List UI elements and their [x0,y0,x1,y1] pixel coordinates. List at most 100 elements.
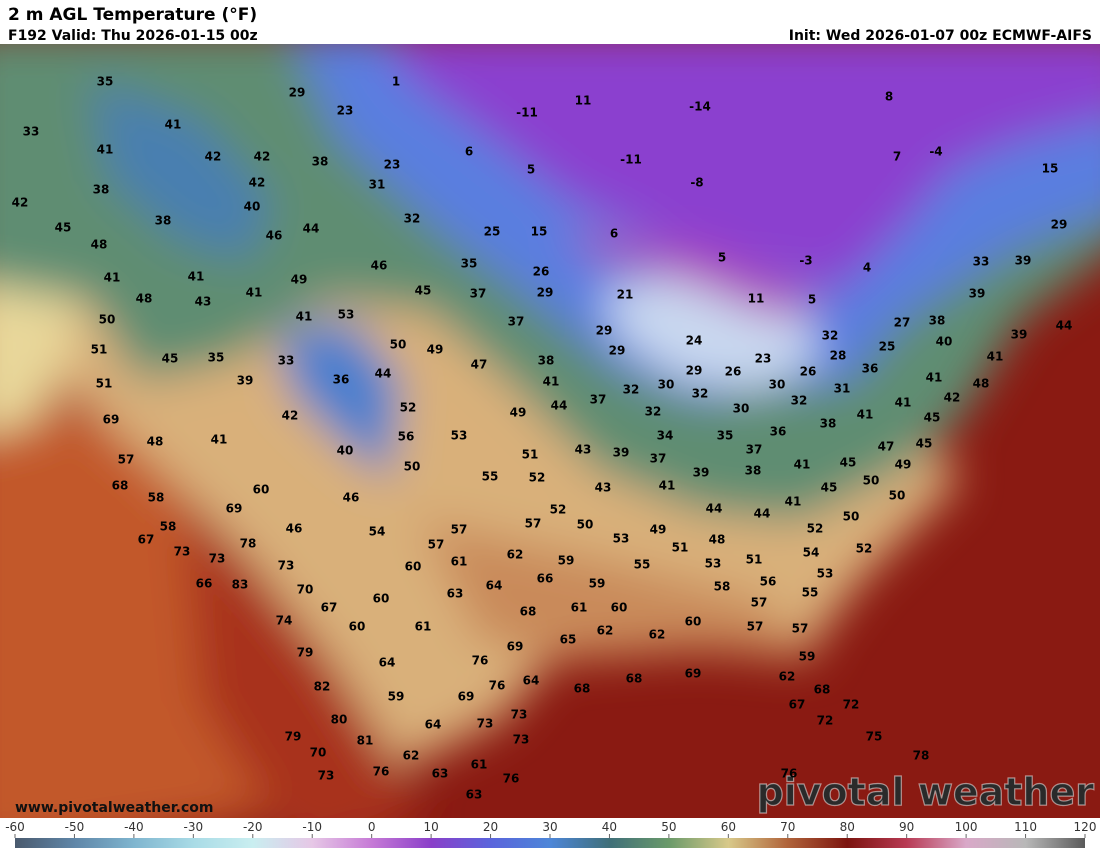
temperature-label: 46 [371,259,388,273]
temperature-label: 51 [96,377,113,391]
temperature-label: 39 [693,466,710,480]
temperature-label: 62 [649,628,666,642]
temperature-label: 51 [91,343,108,357]
temperature-label: 25 [484,225,501,239]
temperature-label: 41 [165,118,182,132]
temperature-label: 81 [357,734,374,748]
temperature-label: 66 [196,577,213,591]
temperature-label: 52 [400,401,417,415]
temperature-label: 6 [610,227,618,241]
temperature-label: 45 [916,437,933,451]
temperature-label: 83 [232,578,249,592]
temperature-label: 62 [403,749,420,763]
temperature-label: 32 [404,212,421,226]
temperature-label: 50 [577,518,594,532]
temperature-label: 69 [226,502,243,516]
temperature-label: 38 [820,417,837,431]
colorbar-tick-label: 50 [661,820,676,834]
temperature-label: 78 [240,537,257,551]
temperature-label: 39 [969,287,986,301]
colorbar-tick-label: 40 [602,820,617,834]
temperature-label: 29 [1051,218,1068,232]
colorbar-tick-label: 0 [368,820,376,834]
temperature-label: 59 [558,554,575,568]
temperature-label: 49 [291,273,308,287]
temperature-label: 54 [369,525,386,539]
temperature-label: 62 [779,670,796,684]
temperature-label: 44 [1056,319,1073,333]
temperature-label: 52 [856,542,873,556]
temperature-label: 37 [746,443,763,457]
gulf-zone [420,520,820,660]
temperature-label: 23 [337,104,354,118]
colorbar-tick-label: 30 [542,820,557,834]
temperature-label: 26 [800,365,817,379]
temperature-label: 73 [174,545,191,559]
temperature-label: 34 [657,429,674,443]
very-cold-zone [388,44,1100,290]
temperature-label: 5 [808,293,816,307]
temperature-label: 68 [814,683,831,697]
temperature-label: 69 [507,640,524,654]
temperature-label: 36 [770,425,787,439]
temperature-label: 50 [863,474,880,488]
temperature-label: -4 [929,145,942,159]
temperature-label: 45 [415,284,432,298]
temperature-label: 46 [266,229,283,243]
temperature-label: 15 [531,225,548,239]
temperature-label: 69 [103,413,120,427]
temperature-label: 72 [843,698,860,712]
temperature-label: 55 [482,470,499,484]
temperature-label: 45 [821,481,838,495]
temperature-label: 29 [609,344,626,358]
colorbar-tick-label: 100 [955,820,978,834]
temperature-label: 23 [755,352,772,366]
temperature-label: 62 [597,624,614,638]
temperature-label: 75 [866,730,883,744]
temperature-label: 6 [465,145,473,159]
temperature-label: 8 [885,90,893,104]
temperature-label: 41 [246,286,263,300]
hot-mexico [180,480,419,818]
temperature-label: 1 [392,75,400,89]
temperature-label: 44 [551,399,568,413]
temperature-label: 38 [745,464,762,478]
temperature-label: 44 [375,367,392,381]
temperature-label: 60 [253,483,270,497]
temperature-label: 30 [658,378,675,392]
temperature-label: 60 [349,620,366,634]
colorbar-tick-label: 80 [840,820,855,834]
temperature-label: 32 [692,387,709,401]
temperature-label: 30 [733,402,750,416]
temperature-label: 41 [188,270,205,284]
temperature-label: 37 [470,287,487,301]
temperature-label: 37 [590,393,607,407]
temperature-label: 73 [477,717,494,731]
temperature-label: 47 [878,440,895,454]
temperature-label: 53 [338,308,355,322]
temperature-label: 35 [208,351,225,365]
temperature-label: 58 [148,491,165,505]
temperature-label: 76 [472,654,489,668]
temperature-label: 73 [511,708,528,722]
temperature-label: 35 [717,429,734,443]
temperature-label: 50 [99,313,116,327]
temperature-label: 61 [415,620,432,634]
temperature-label: 50 [889,489,906,503]
temperature-label: 64 [486,579,503,593]
temperature-label: 47 [471,358,488,372]
temperature-label: 46 [343,491,360,505]
temperature-label: 37 [508,315,525,329]
logo: pivotal weather [757,770,1095,814]
temperature-label: 24 [686,334,703,348]
temperature-label: 37 [650,452,667,466]
temperature-label: 56 [760,575,777,589]
temperature-label: 57 [792,622,809,636]
temperature-label: 25 [879,340,896,354]
freezing-edge [560,230,830,320]
temperature-label: 52 [550,503,567,517]
temperature-label: 28 [830,349,847,363]
colorbar-tick-label: 70 [780,820,795,834]
temperature-label: 63 [432,767,449,781]
